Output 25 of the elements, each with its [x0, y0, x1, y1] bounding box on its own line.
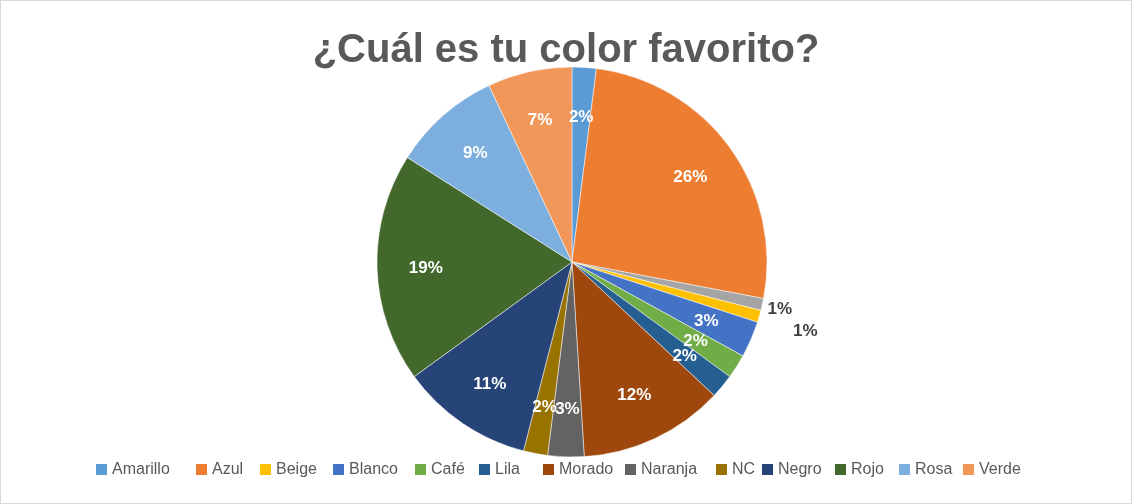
- legend-label: Café: [431, 460, 465, 477]
- legend-label: Blanco: [349, 460, 399, 477]
- data-label: 2%: [672, 346, 697, 366]
- data-label: 7%: [527, 110, 553, 130]
- legend-label: Naranja: [641, 460, 698, 477]
- data-label: 1%: [793, 320, 818, 340]
- legend-label: Morado: [559, 460, 614, 477]
- data-label: 3%: [693, 311, 719, 331]
- legend-label: Azul: [212, 460, 244, 477]
- data-label: 1%: [767, 299, 793, 319]
- data-label: 3%: [555, 399, 580, 419]
- data-label: 19%: [408, 257, 443, 277]
- legend-label: Verde: [979, 460, 1021, 477]
- legend-label: NC: [732, 460, 756, 477]
- data-label: 9%: [462, 143, 488, 163]
- legend-label: Rojo: [851, 460, 885, 477]
- data-label: 26%: [673, 166, 708, 186]
- legend-label: Amarillo: [112, 460, 170, 477]
- chart-title: ¿Cuál es tu color favorito?: [312, 26, 820, 70]
- legend-label: Rosa: [915, 460, 953, 477]
- legend-label: Beige: [276, 460, 318, 477]
- legend-label: Lila: [495, 460, 521, 477]
- data-label: 11%: [473, 373, 507, 393]
- legend-label: Negro: [778, 460, 822, 477]
- data-label: 12%: [617, 385, 652, 405]
